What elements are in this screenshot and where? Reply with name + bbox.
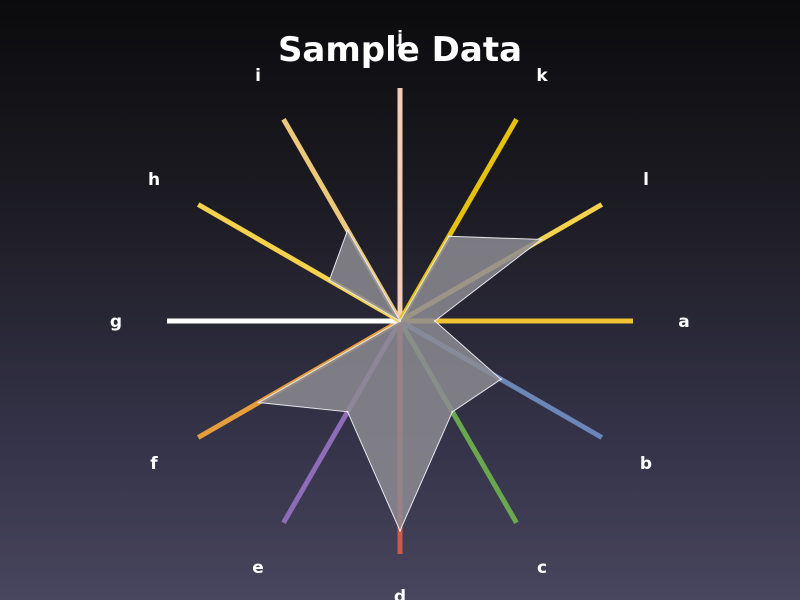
axis-label-h: h [148,170,160,190]
chart-title: Sample Data [278,30,522,70]
axis-label-i: i [255,66,261,86]
data-point-a [433,320,436,322]
polygon-layer [257,229,543,532]
data-point-f [257,401,260,404]
axis-label-g: g [110,312,122,332]
axis-label-f: f [150,454,158,474]
data-point-d [399,529,401,532]
data-point-j [399,320,401,322]
data-point-i [346,229,349,232]
data-point-b [499,378,502,381]
axis-label-k: k [536,66,548,86]
data-point-l [540,238,543,241]
axis-label-e: e [252,558,264,578]
axis-label-j: j [396,28,403,48]
labels-layer: a b c d e f g h i j k l [110,28,690,600]
axis-label-c: c [537,558,547,578]
data-point-k [447,235,450,238]
data-point-h [328,279,331,282]
axis-label-l: l [643,170,649,190]
data-point-e [346,410,349,413]
axis-label-a: a [678,312,689,332]
axis-label-d: d [394,587,406,600]
axis-label-b: b [640,454,652,474]
data-point-c [451,410,454,413]
